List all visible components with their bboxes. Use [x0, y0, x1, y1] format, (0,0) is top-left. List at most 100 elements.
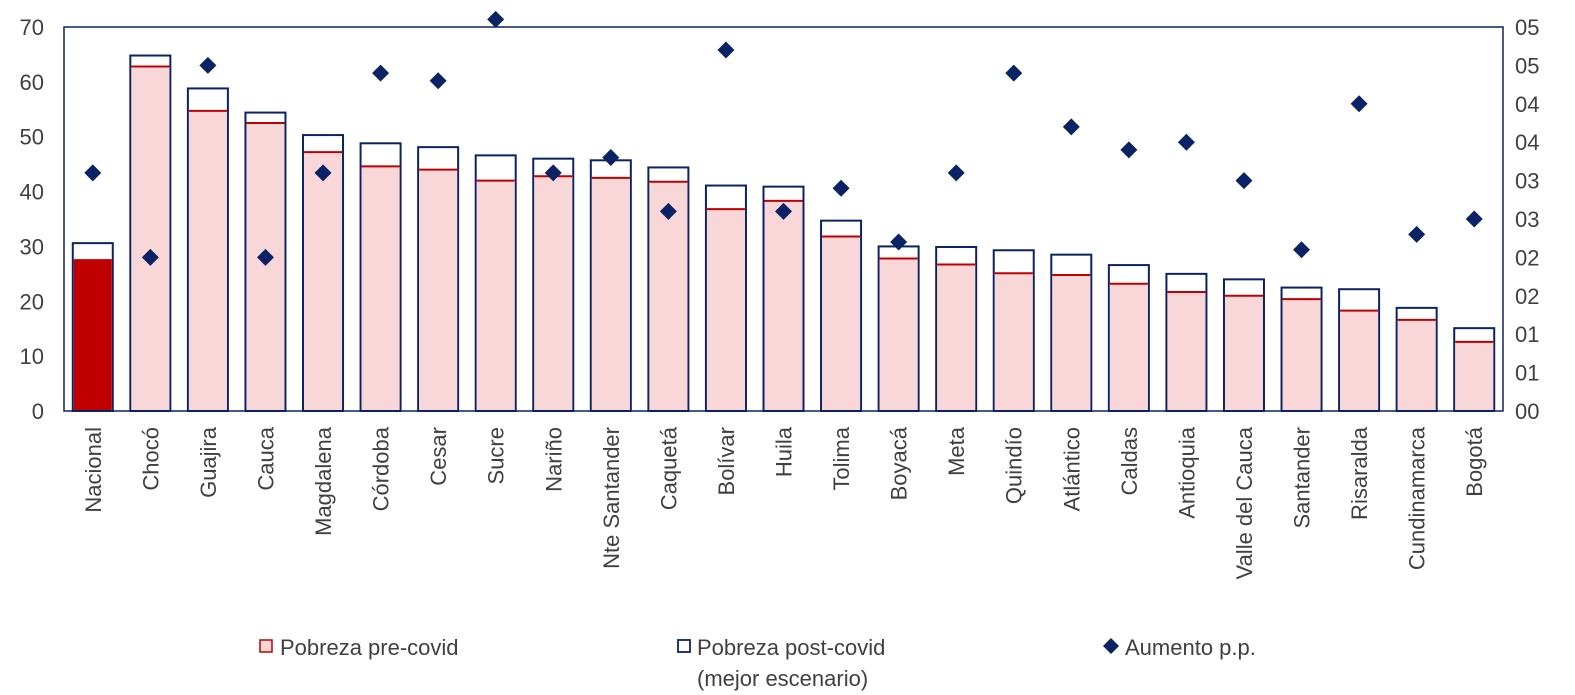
bar-pre-covid	[476, 180, 515, 410]
right-tick-label: 03	[1515, 169, 1539, 194]
bar-pre-covid	[1052, 274, 1091, 410]
marker-aumento	[1120, 141, 1138, 159]
category-label: Meta	[944, 426, 969, 476]
legend-item-post-covid: Pobreza post-covid (mejor escenario)	[677, 635, 885, 691]
category-label: Nte Santander	[599, 427, 624, 569]
right-tick-label: 05	[1515, 15, 1539, 40]
category-label: Bolívar	[714, 427, 739, 495]
right-axis-ticks: 00 01 01 02 02 03 03 04 04 05 05	[1515, 15, 1539, 424]
legend-item-aumento: Aumento p.p.	[1103, 635, 1256, 660]
category-label: Antioquia	[1174, 426, 1199, 519]
marker-aumento	[947, 164, 965, 182]
bar-pre-covid	[879, 258, 918, 410]
right-tick-label: 03	[1515, 207, 1539, 232]
legend-label-post-covid-line1: Pobreza post-covid	[697, 635, 885, 660]
legend-item-pre-covid: Pobreza pre-covid	[259, 635, 459, 660]
bar-pre-covid	[1109, 283, 1148, 410]
marker-aumento	[890, 233, 908, 251]
right-tick-label: 02	[1515, 284, 1539, 309]
bar-pre-covid	[188, 110, 227, 410]
legend: Pobreza pre-covid Pobreza post-covid (me…	[259, 635, 1256, 691]
marker-aumento	[1062, 118, 1080, 136]
legend-swatch-pre-covid	[259, 639, 273, 653]
marker-aumento	[1465, 210, 1483, 228]
bar-pre-covid	[534, 176, 573, 410]
bar-pre-covid	[1397, 319, 1436, 410]
category-label: Caldas	[1117, 427, 1142, 495]
bar-pre-covid	[131, 66, 170, 411]
marker-aumento	[832, 179, 850, 197]
right-tick-label: 05	[1515, 53, 1539, 78]
bar-pre-covid	[822, 236, 861, 410]
bar-pre-covid	[304, 152, 343, 410]
markers-layer	[84, 10, 1483, 266]
marker-aumento	[717, 41, 735, 59]
category-label: Caquetá	[656, 426, 681, 510]
legend-label-pre-covid: Pobreza pre-covid	[280, 635, 459, 660]
category-label: Guajira	[196, 426, 221, 498]
category-label: Magdalena	[311, 426, 336, 536]
left-tick-label: 70	[20, 15, 44, 40]
category-label: Chocó	[138, 427, 163, 491]
category-label: Santander	[1290, 427, 1315, 529]
category-label: Valle del Cauca	[1232, 426, 1257, 579]
bar-pre-covid	[591, 177, 630, 410]
category-label: Cesar	[426, 427, 451, 486]
category-label: Sucre	[484, 427, 509, 484]
bar-pre-covid	[764, 200, 803, 410]
marker-aumento	[1177, 133, 1195, 151]
marker-aumento	[602, 149, 620, 167]
category-label: Tolima	[829, 426, 854, 490]
legend-label-post-covid-line2: (mejor escenario)	[697, 666, 868, 691]
marker-aumento	[84, 164, 102, 182]
legend-swatch-post-covid	[677, 639, 691, 653]
marker-aumento	[141, 248, 159, 266]
right-tick-label: 02	[1515, 245, 1539, 270]
category-label: Cundinamarca	[1405, 426, 1430, 570]
marker-aumento	[256, 248, 274, 266]
marker-aumento	[429, 72, 447, 90]
left-tick-label: 50	[20, 125, 44, 150]
marker-aumento	[1235, 172, 1253, 190]
marker-aumento	[1408, 225, 1426, 243]
right-tick-label: 01	[1515, 322, 1539, 347]
category-label: Atlántico	[1059, 427, 1084, 511]
category-label: Cauca	[253, 426, 278, 490]
marker-aumento	[199, 56, 217, 74]
bar-pre-covid	[1282, 299, 1321, 410]
marker-aumento	[544, 164, 562, 182]
marker-aumento	[314, 164, 332, 182]
left-tick-label: 20	[20, 289, 44, 314]
bar-pre-covid	[994, 273, 1033, 410]
category-label: Bogotá	[1462, 426, 1487, 496]
marker-aumento	[1293, 241, 1311, 259]
plot-area-frame	[63, 26, 1504, 412]
bar-pre-covid	[1167, 291, 1206, 410]
bar-pre-covid	[361, 166, 400, 410]
right-tick-label: 04	[1515, 92, 1539, 117]
marker-aumento	[487, 10, 505, 28]
left-tick-label: 60	[20, 70, 44, 95]
category-label: Risaralda	[1347, 426, 1372, 520]
category-labels: Nacional Chocó Guajira Cauca Magdalena Córdob…	[81, 426, 1487, 579]
marker-aumento	[1350, 95, 1368, 113]
marker-aumento	[659, 202, 677, 220]
left-tick-label: 10	[20, 344, 44, 369]
bar-pre-covid	[246, 123, 285, 410]
bar-pre-covid	[73, 260, 112, 410]
category-label: Córdoba	[369, 426, 394, 511]
right-tick-label: 01	[1515, 361, 1539, 386]
category-label: Huila	[772, 426, 797, 477]
category-label: Nacional	[81, 427, 106, 513]
left-tick-label: 40	[20, 180, 44, 205]
bar-pre-covid	[1224, 295, 1263, 410]
right-tick-label: 00	[1515, 399, 1539, 424]
legend-swatch-diamond	[1103, 638, 1119, 654]
marker-aumento	[1005, 64, 1023, 82]
right-tick-label: 04	[1515, 130, 1539, 155]
bar-pre-covid	[937, 264, 976, 410]
bar-pre-covid	[706, 209, 745, 410]
left-tick-label: 0	[32, 399, 44, 424]
bars-layer	[71, 54, 1496, 413]
